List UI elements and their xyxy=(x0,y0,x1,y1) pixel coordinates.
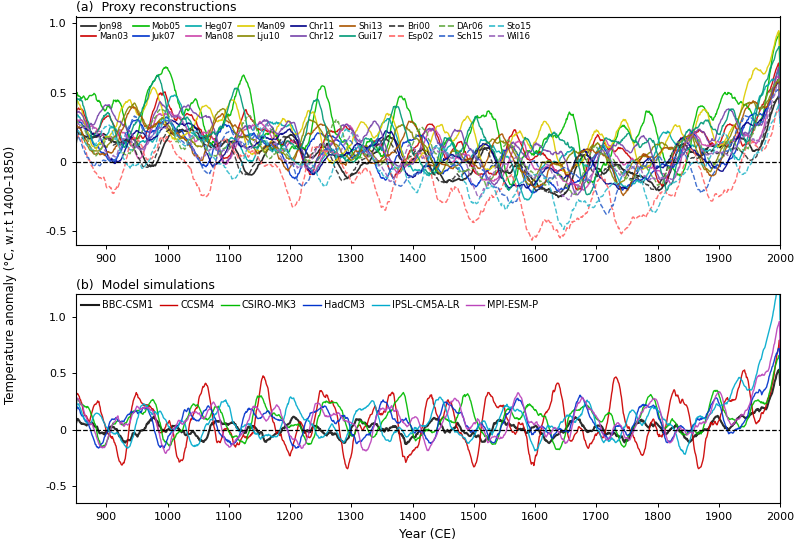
Text: Temperature anomaly (°C, w.r.t 1400–1850): Temperature anomaly (°C, w.r.t 1400–1850… xyxy=(4,146,17,404)
Text: (b)  Model simulations: (b) Model simulations xyxy=(76,279,214,292)
Legend: Jon98, Man03, Mob05, Juk07, Heg07, Man08, Man09, Lju10, Chr11, Chr12, Shi13, Gui: Jon98, Man03, Mob05, Juk07, Heg07, Man08… xyxy=(80,21,533,42)
Legend: BBC-CSM1, CCSM4, CSIRO-MK3, HadCM3, IPSL-CM5A-LR, MPI-ESM-P: BBC-CSM1, CCSM4, CSIRO-MK3, HadCM3, IPSL… xyxy=(80,299,539,311)
Text: (a)  Proxy reconstructions: (a) Proxy reconstructions xyxy=(76,1,236,14)
X-axis label: Year (CE): Year (CE) xyxy=(400,528,456,541)
